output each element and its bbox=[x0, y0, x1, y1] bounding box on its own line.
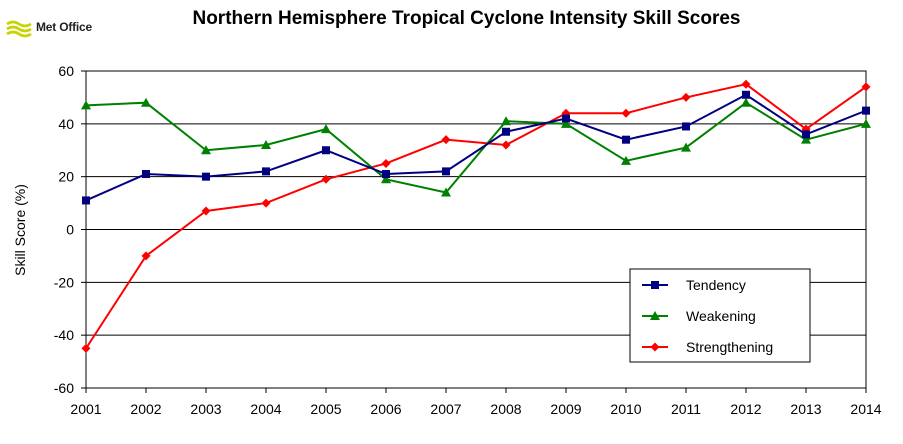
data-point bbox=[201, 206, 211, 216]
legend-marker bbox=[650, 311, 660, 320]
series-tendency bbox=[82, 90, 870, 205]
x-tick-label: 2009 bbox=[550, 401, 581, 417]
x-tick-label: 2011 bbox=[671, 401, 701, 417]
x-tick-label: 2003 bbox=[190, 401, 221, 417]
x-tick-label: 2005 bbox=[310, 401, 341, 417]
data-point bbox=[201, 145, 211, 155]
data-point bbox=[741, 79, 751, 89]
data-point bbox=[501, 116, 511, 126]
data-point bbox=[382, 170, 390, 179]
legend-item-strengthening: Strengthening bbox=[642, 339, 773, 355]
data-point bbox=[142, 170, 150, 179]
x-axis-ticks: 2001 2002 2003 2004 2005 2006 2007 2008 2009 2010… bbox=[70, 388, 882, 417]
x-tick-label: 2002 bbox=[130, 401, 161, 417]
y-tick-label: 40 bbox=[58, 116, 74, 132]
chart-title: Northern Hemisphere Tropical Cyclone Int… bbox=[192, 8, 741, 29]
data-point bbox=[381, 174, 391, 184]
data-point bbox=[82, 196, 90, 205]
data-point bbox=[622, 135, 630, 144]
x-tick-label: 2008 bbox=[490, 401, 521, 417]
series-line bbox=[85, 83, 867, 349]
legend-marker bbox=[650, 342, 660, 352]
data-point bbox=[141, 251, 151, 261]
y-tick-label: -40 bbox=[54, 327, 74, 343]
data-point bbox=[202, 172, 210, 181]
y-tick-label: -60 bbox=[54, 380, 74, 396]
data-point bbox=[681, 142, 691, 152]
data-point bbox=[561, 118, 571, 128]
x-tick-label: 2004 bbox=[250, 401, 281, 417]
series-line bbox=[85, 93, 867, 202]
data-point bbox=[81, 343, 91, 353]
data-point bbox=[141, 97, 151, 107]
met-office-wave-icon bbox=[6, 20, 32, 38]
data-point bbox=[861, 82, 871, 92]
data-point bbox=[321, 174, 331, 184]
x-tick-label: 2013 bbox=[790, 401, 821, 417]
logo-text: Met Office bbox=[36, 20, 93, 34]
legend-marker bbox=[651, 281, 659, 289]
x-tick-label: 2014 bbox=[850, 401, 881, 417]
legend-label: Strengthening bbox=[686, 339, 773, 355]
data-point bbox=[441, 135, 451, 145]
legend-label: Weakening bbox=[686, 308, 756, 324]
data-point bbox=[682, 122, 690, 131]
data-point bbox=[442, 167, 450, 176]
data-point bbox=[321, 124, 331, 134]
legend-item-weakening: Weakening bbox=[642, 308, 756, 324]
data-point bbox=[261, 198, 271, 208]
y-tick-label: 0 bbox=[66, 222, 74, 238]
data-point bbox=[861, 118, 871, 128]
legend-item-tendency: Tendency bbox=[642, 277, 746, 293]
data-point bbox=[741, 97, 751, 107]
data-point bbox=[381, 158, 391, 168]
data-point bbox=[261, 139, 271, 149]
y-tick-label: 60 bbox=[58, 63, 74, 79]
data-point bbox=[862, 106, 870, 115]
y-axis-ticks: -60 -40 -20 0 20 40 60 bbox=[54, 63, 86, 396]
legend-label: Tendency bbox=[686, 277, 746, 293]
data-point bbox=[322, 146, 330, 155]
legend: Tendency Weakening Strengthening bbox=[629, 268, 811, 363]
data-point bbox=[802, 130, 810, 139]
data-point bbox=[681, 92, 691, 102]
met-office-logo: Met Office bbox=[6, 16, 106, 42]
x-tick-label: 2012 bbox=[730, 401, 761, 417]
data-point bbox=[262, 167, 270, 176]
y-axis-label: Skill Score (%) bbox=[12, 184, 28, 276]
data-point bbox=[621, 155, 631, 165]
x-tick-label: 2001 bbox=[70, 401, 101, 417]
data-point bbox=[621, 108, 631, 118]
x-tick-label: 2010 bbox=[610, 401, 641, 417]
series-strengthening bbox=[81, 79, 871, 353]
x-tick-label: 2007 bbox=[430, 401, 461, 417]
x-tick-label: 2006 bbox=[370, 401, 401, 417]
data-point bbox=[501, 140, 511, 150]
data-point bbox=[801, 134, 811, 144]
series-line bbox=[85, 101, 867, 194]
y-tick-label: 20 bbox=[58, 169, 74, 185]
data-point bbox=[742, 90, 750, 99]
data-point bbox=[502, 127, 510, 136]
series-layer bbox=[81, 79, 871, 353]
data-point bbox=[81, 100, 91, 110]
series-weakening bbox=[81, 97, 871, 197]
y-tick-label: -20 bbox=[54, 274, 74, 290]
data-point bbox=[441, 187, 451, 197]
data-point bbox=[562, 114, 570, 123]
